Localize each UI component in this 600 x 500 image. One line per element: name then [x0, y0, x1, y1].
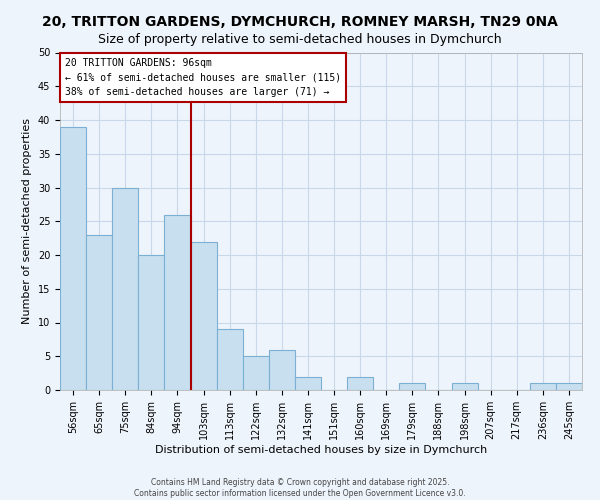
Bar	[164, 214, 191, 390]
Bar	[86, 235, 112, 390]
Bar	[217, 329, 243, 390]
Bar	[60, 126, 86, 390]
Bar	[452, 383, 478, 390]
Bar	[139, 255, 164, 390]
Bar	[242, 356, 269, 390]
Bar	[347, 376, 373, 390]
Text: 20, TRITTON GARDENS, DYMCHURCH, ROMNEY MARSH, TN29 0NA: 20, TRITTON GARDENS, DYMCHURCH, ROMNEY M…	[42, 15, 558, 29]
Text: 20 TRITTON GARDENS: 96sqm
← 61% of semi-detached houses are smaller (115)
38% of: 20 TRITTON GARDENS: 96sqm ← 61% of semi-…	[65, 58, 341, 97]
X-axis label: Distribution of semi-detached houses by size in Dymchurch: Distribution of semi-detached houses by …	[155, 444, 487, 454]
Bar	[269, 350, 295, 390]
Bar	[556, 383, 582, 390]
Bar	[530, 383, 556, 390]
Bar	[191, 242, 217, 390]
Text: Contains HM Land Registry data © Crown copyright and database right 2025.
Contai: Contains HM Land Registry data © Crown c…	[134, 478, 466, 498]
Text: Size of property relative to semi-detached houses in Dymchurch: Size of property relative to semi-detach…	[98, 32, 502, 46]
Bar	[112, 188, 139, 390]
Bar	[400, 383, 425, 390]
Bar	[295, 376, 321, 390]
Y-axis label: Number of semi-detached properties: Number of semi-detached properties	[22, 118, 32, 324]
